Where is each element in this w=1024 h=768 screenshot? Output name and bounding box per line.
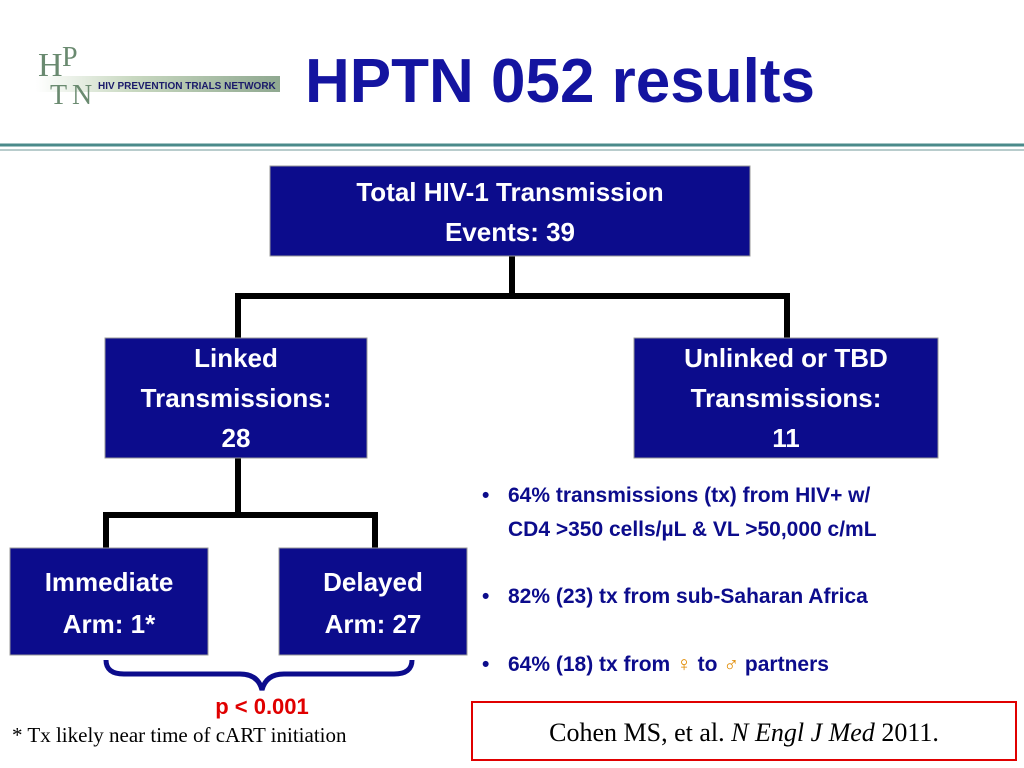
logo-letter: T: [50, 80, 67, 111]
node-text: 11: [772, 423, 800, 453]
logo-text: HIV PREVENTION TRIALS NETWORK: [98, 81, 277, 92]
citation-box: [471, 701, 1017, 761]
title: HPTN 052 results: [305, 47, 815, 116]
text-part: to: [692, 653, 724, 676]
citation-authors: Cohen MS, et al.: [549, 718, 731, 747]
brace: [103, 659, 415, 691]
bullet-marker: •: [482, 653, 489, 676]
node-box: [104, 337, 368, 459]
logo-bar: [36, 76, 280, 92]
node-box: [9, 547, 209, 656]
bullet-text: CD4 >350 cells/µL & VL >50,000 c/mL: [508, 518, 877, 541]
node-text: Total HIV-1 Transmission: [356, 177, 663, 207]
logo-letter: H: [38, 47, 63, 84]
male-symbol: ♂: [723, 653, 739, 676]
node-text: Unlinked or TBD: [684, 343, 888, 373]
connectors: [103, 256, 790, 548]
logo: H P T N HIV PREVENTION TRIALS NETWORK: [36, 42, 280, 111]
text-part: 64% (18) tx from: [508, 653, 676, 676]
node-text: Transmissions:: [691, 383, 882, 413]
node-text: Events: 39: [445, 217, 575, 247]
connector: [103, 458, 378, 548]
p-value: p < 0.001: [215, 694, 309, 719]
node-box: [269, 165, 751, 257]
bullet-text: 82% (23) tx from sub-Saharan Africa: [508, 585, 868, 608]
node-text: Immediate: [45, 567, 174, 597]
logo-letter: P: [62, 42, 78, 73]
bullet-list: • 64% transmissions (tx) from HIV+ w/ CD…: [482, 484, 877, 676]
bullet-marker: •: [482, 585, 489, 608]
node-text: Arm: 27: [325, 609, 422, 639]
bullet-text: 64% transmissions (tx) from HIV+ w/: [508, 484, 871, 507]
node-text: Arm: 1*: [63, 609, 156, 639]
node-text: 28: [222, 423, 251, 453]
citation: Cohen MS, et al. N Engl J Med 2011.: [549, 718, 939, 747]
citation-year: 2011.: [875, 718, 939, 747]
node-text: Delayed: [323, 567, 423, 597]
citation-journal: N Engl J Med: [730, 718, 876, 747]
node-text: Transmissions:: [141, 383, 332, 413]
footnote: * Tx likely near time of cART initiation: [12, 723, 347, 747]
text-part: partners: [739, 653, 829, 676]
logo-letter: N: [72, 80, 92, 111]
node-text: Linked: [194, 343, 278, 373]
connector: [235, 256, 790, 338]
node-box: [633, 337, 939, 459]
female-symbol: ♀: [676, 653, 692, 676]
node-box: [278, 547, 468, 656]
bullet-marker: •: [482, 484, 489, 507]
bullet-text: 64% (18) tx from ♀ to ♂ partners: [508, 653, 829, 676]
